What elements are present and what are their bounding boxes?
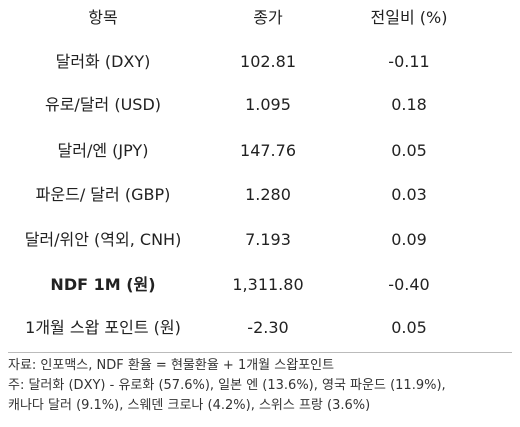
row-change: 0.09 <box>391 230 427 249</box>
row-change: -0.11 <box>388 52 430 71</box>
weight-note-line1: 주: 달러화 (DXY) - 유로화 (57.6%), 일본 엔 (13.6%)… <box>8 378 446 393</box>
row-change: -0.40 <box>388 275 430 294</box>
row-item: 유로/달러 (USD) <box>44 95 162 114</box>
row-change: 0.18 <box>391 95 427 114</box>
row-change: 0.05 <box>391 318 427 337</box>
header-row: 항목 종가 전일비 (%) <box>0 8 520 28</box>
table-row: 달러/엔 (JPY) 147.76 0.05 <box>0 141 520 161</box>
footnotes: 자료: 인포맥스, NDF 환율 = 현물환율 + 1개월 스왑포인트 주: 달… <box>8 356 516 416</box>
row-close: 147.76 <box>240 141 296 160</box>
table-row: 달러화 (DXY) 102.81 -0.11 <box>0 52 520 72</box>
row-item: 달러화 (DXY) <box>55 52 151 71</box>
table-row: 파운드/ 달러 (GBP) 1.280 0.03 <box>0 185 520 205</box>
row-item: 파운드/ 달러 (GBP) <box>35 185 171 204</box>
table-row: 유로/달러 (USD) 1.095 0.18 <box>0 95 520 115</box>
row-item: 1개월 스왑 포인트 (원) <box>25 318 181 337</box>
notes-divider <box>8 352 512 353</box>
row-close: 102.81 <box>240 52 296 71</box>
header-change: 전일비 (%) <box>370 8 448 27</box>
row-item: 달러/엔 (JPY) <box>57 141 149 160</box>
table-row-highlight: NDF 1M (원) 1,311.80 -0.40 <box>0 275 520 295</box>
table-row: 달러/위안 (역외, CNH) 7.193 0.09 <box>0 230 520 250</box>
row-change: 0.03 <box>391 185 427 204</box>
row-close: 1.095 <box>245 95 291 114</box>
row-close: 7.193 <box>245 230 291 249</box>
row-close: 1,311.80 <box>232 275 304 294</box>
row-close: -2.30 <box>247 318 289 337</box>
row-item: NDF 1M (원) <box>50 275 156 294</box>
weight-note-line2: 캐나다 달러 (9.1%), 스웨덴 크로나 (4.2%), 스위스 프랑 (3… <box>8 398 371 413</box>
source-note: 자료: 인포맥스, NDF 환율 = 현물환율 + 1개월 스왑포인트 <box>8 358 335 373</box>
header-item: 항목 <box>88 8 118 27</box>
row-close: 1.280 <box>245 185 291 204</box>
row-item: 달러/위안 (역외, CNH) <box>24 230 182 249</box>
table-row: 1개월 스왑 포인트 (원) -2.30 0.05 <box>0 318 520 338</box>
header-close: 종가 <box>253 8 283 27</box>
row-change: 0.05 <box>391 141 427 160</box>
